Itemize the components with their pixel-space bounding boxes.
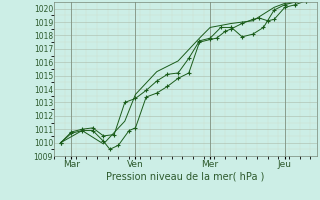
X-axis label: Pression niveau de la mer( hPa ): Pression niveau de la mer( hPa )	[107, 172, 265, 182]
